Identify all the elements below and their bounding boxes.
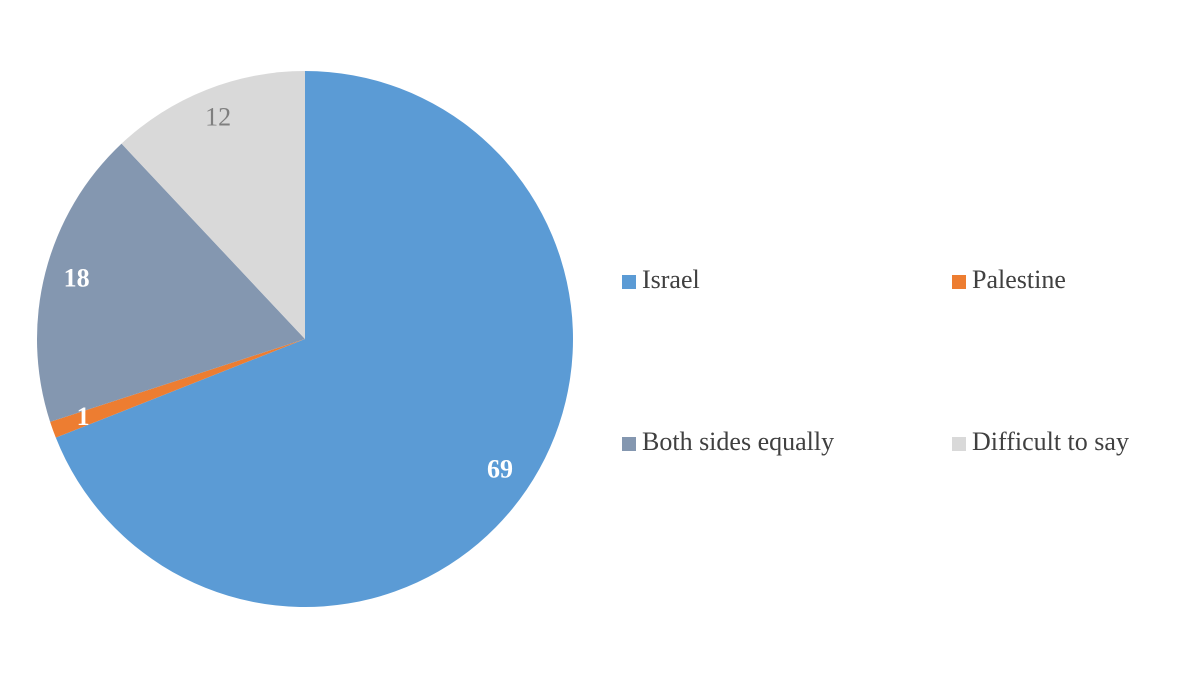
data-label: 1 [77,402,90,431]
data-label: 12 [205,103,231,132]
data-label: 18 [64,263,90,292]
legend-label: Palestine [972,265,1066,294]
legend-swatch [952,437,966,451]
legend-swatch [622,275,636,289]
legend-label: Both sides equally [642,427,834,456]
pie-slice [121,71,305,339]
legend-label: Difficult to say [972,427,1129,456]
data-label: 69 [487,455,513,484]
pie-slice [55,71,574,608]
legend-swatch [952,275,966,289]
legend-swatch [622,437,636,451]
pie-slice [37,143,306,422]
pie-slice [50,339,305,438]
legend-label: Israel [642,265,700,294]
